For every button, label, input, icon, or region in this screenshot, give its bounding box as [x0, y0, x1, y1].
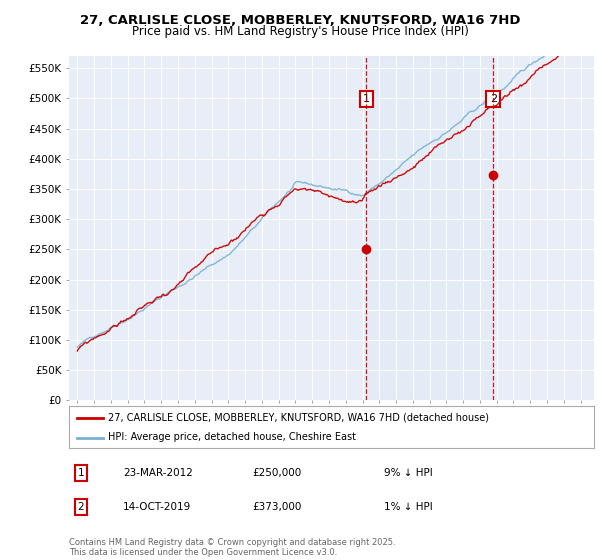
Text: 27, CARLISLE CLOSE, MOBBERLEY, KNUTSFORD, WA16 7HD: 27, CARLISLE CLOSE, MOBBERLEY, KNUTSFORD…: [80, 14, 520, 27]
Text: 23-MAR-2012: 23-MAR-2012: [123, 468, 193, 478]
Text: 9% ↓ HPI: 9% ↓ HPI: [384, 468, 433, 478]
Text: 1: 1: [77, 468, 85, 478]
Text: 27, CARLISLE CLOSE, MOBBERLEY, KNUTSFORD, WA16 7HD (detached house): 27, CARLISLE CLOSE, MOBBERLEY, KNUTSFORD…: [109, 413, 490, 423]
Text: 1% ↓ HPI: 1% ↓ HPI: [384, 502, 433, 512]
Text: £250,000: £250,000: [252, 468, 301, 478]
Text: £373,000: £373,000: [252, 502, 301, 512]
Text: 2: 2: [490, 94, 497, 104]
Text: HPI: Average price, detached house, Cheshire East: HPI: Average price, detached house, Ches…: [109, 432, 356, 442]
Bar: [367, 56, 493, 400]
Text: 1: 1: [363, 94, 370, 104]
Text: 2: 2: [77, 502, 85, 512]
Text: Contains HM Land Registry data © Crown copyright and database right 2025.
This d: Contains HM Land Registry data © Crown c…: [69, 538, 395, 557]
Text: 14-OCT-2019: 14-OCT-2019: [123, 502, 191, 512]
Text: Price paid vs. HM Land Registry's House Price Index (HPI): Price paid vs. HM Land Registry's House …: [131, 25, 469, 38]
